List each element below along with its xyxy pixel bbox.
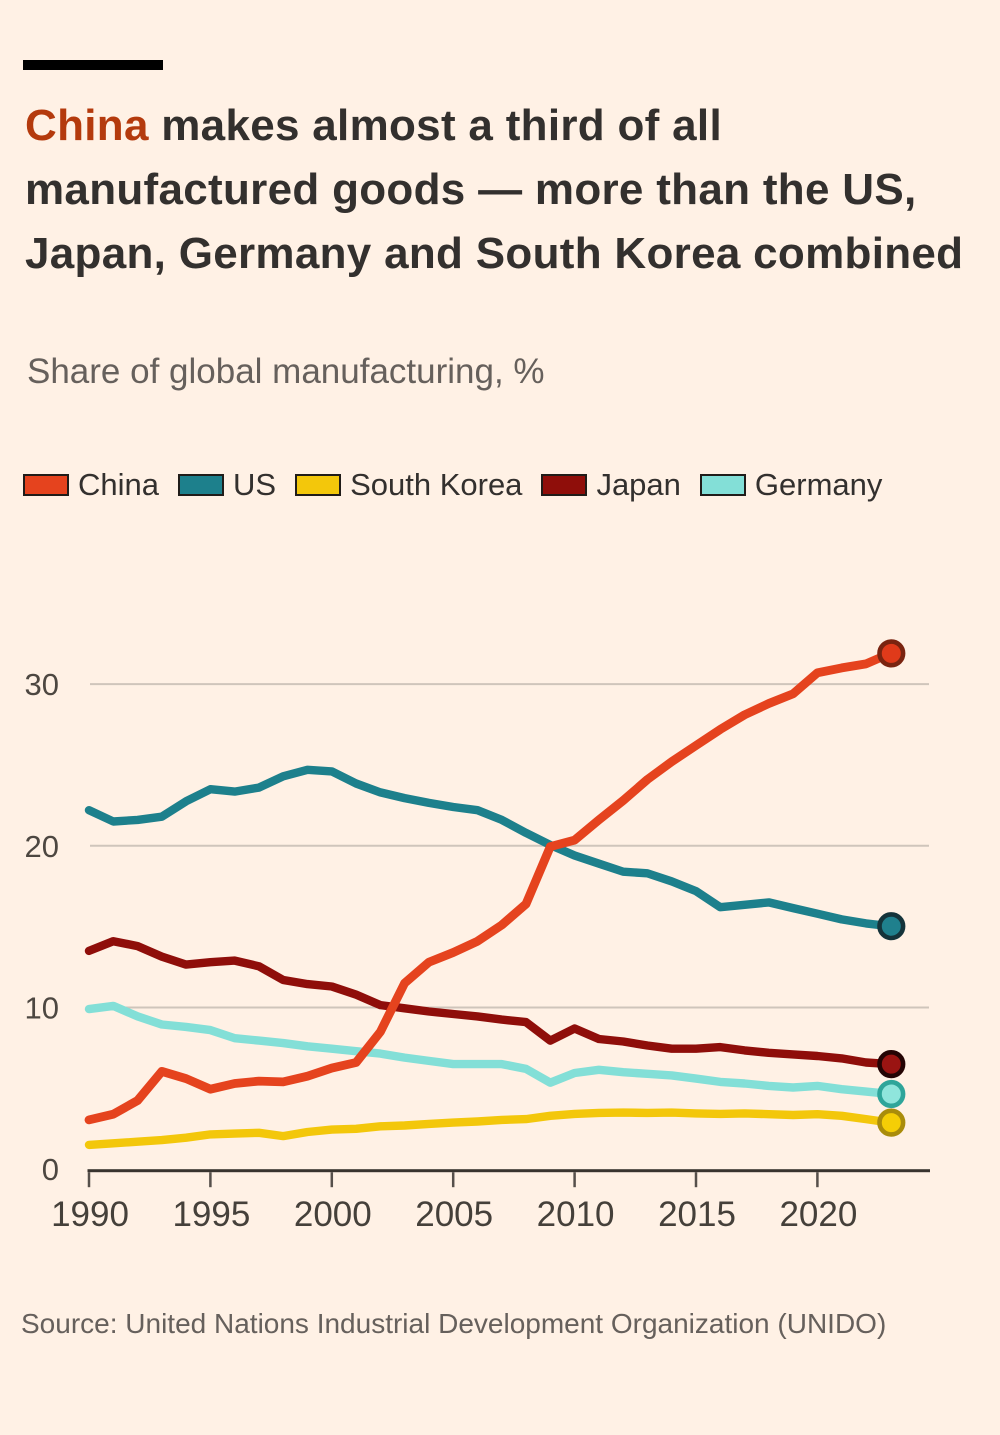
svg-text:1990: 1990 <box>51 1195 129 1234</box>
svg-text:2020: 2020 <box>779 1195 857 1234</box>
svg-text:2000: 2000 <box>294 1195 372 1234</box>
svg-text:2010: 2010 <box>537 1195 615 1234</box>
svg-text:20: 20 <box>25 829 59 864</box>
svg-text:2015: 2015 <box>658 1195 736 1234</box>
svg-text:0: 0 <box>42 1152 59 1187</box>
svg-text:30: 30 <box>25 667 59 702</box>
svg-text:1995: 1995 <box>172 1195 250 1234</box>
svg-text:2005: 2005 <box>415 1195 493 1234</box>
svg-text:10: 10 <box>25 991 59 1026</box>
